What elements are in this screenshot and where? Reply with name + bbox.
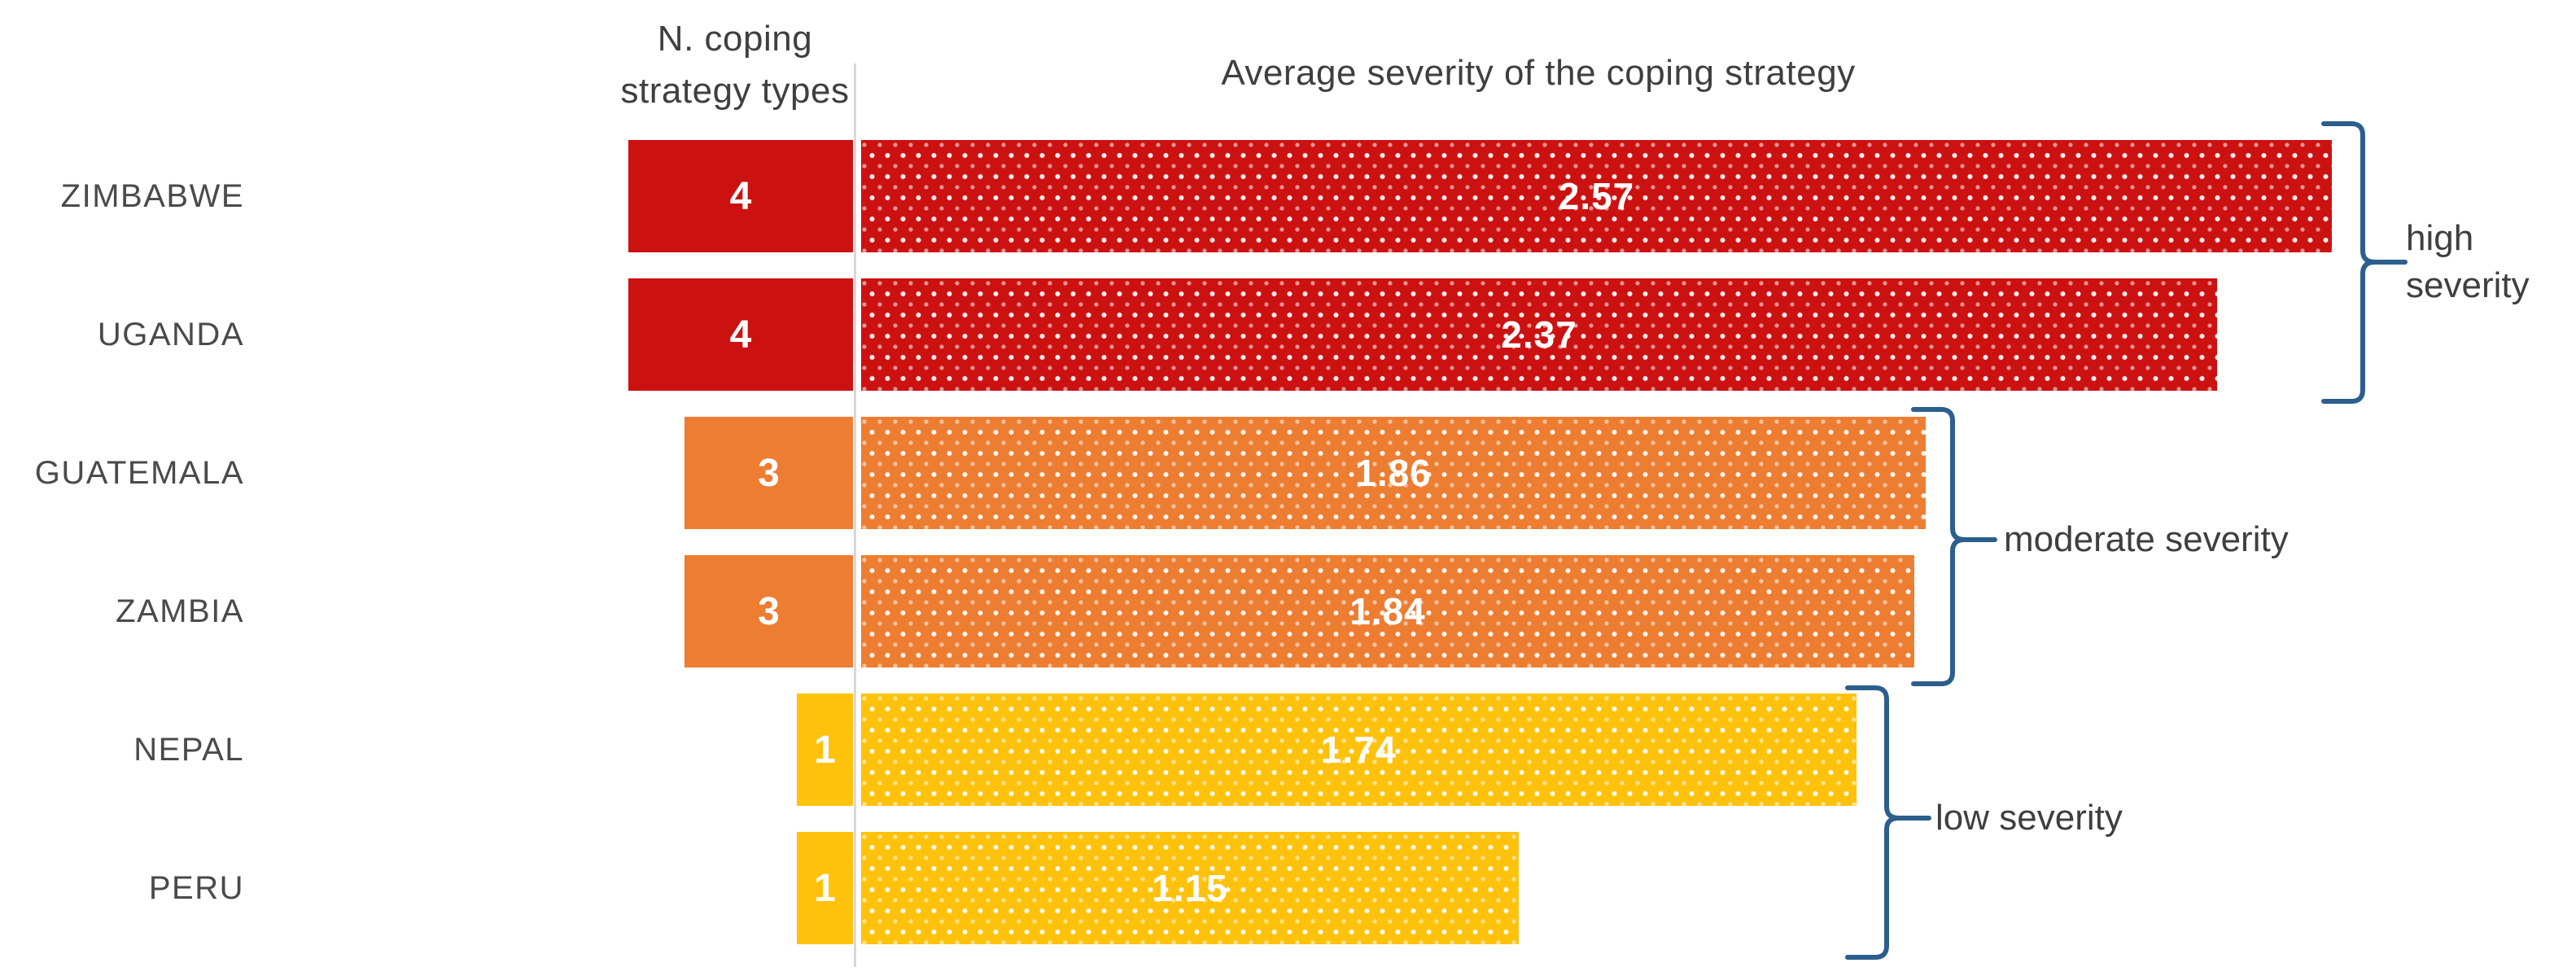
- coping-types-count-value: 1: [814, 866, 836, 910]
- coping-types-count-bar: 1: [797, 832, 853, 944]
- country-label: UGANDA: [97, 316, 244, 352]
- average-severity-bar: 2.37: [861, 278, 2217, 391]
- severity-group-label: moderate severity: [2004, 519, 2289, 559]
- coping-types-count-value: 1: [814, 728, 836, 772]
- average-severity-bar: 1.74: [861, 694, 1857, 806]
- average-severity-value: 1.84: [1349, 590, 1426, 632]
- baseline-gridline: [854, 63, 856, 967]
- coping-types-count-bar: 3: [684, 555, 853, 667]
- average-severity-value: 2.57: [1558, 175, 1635, 217]
- average-severity-bar: 1.86: [861, 417, 1926, 529]
- average-severity-bar: 1.84: [861, 555, 1914, 667]
- coping-types-count-value: 3: [758, 451, 780, 495]
- severity-column-header: Average severity of the coping strategy: [1221, 53, 1856, 93]
- count-column-header: N. coping strategy types: [620, 19, 850, 111]
- coping-types-count-value: 4: [729, 313, 752, 357]
- country-label: ZIMBABWE: [60, 177, 244, 214]
- country-label: GUATEMALA: [34, 454, 244, 491]
- average-severity-bar: 2.57: [861, 140, 2332, 252]
- coping-types-count-bar: 4: [628, 278, 853, 391]
- coping-types-count-value: 3: [758, 589, 780, 633]
- average-severity-value: 1.15: [1152, 867, 1228, 909]
- country-label: ZAMBIA: [116, 593, 244, 629]
- country-label: PERU: [148, 869, 244, 906]
- average-severity-value: 1.74: [1320, 729, 1397, 771]
- severity-group-bracket: [2321, 121, 2408, 404]
- severity-group-bracket: [1845, 685, 1931, 960]
- severity-group-bracket: [1911, 407, 1997, 686]
- average-severity-value: 1.86: [1355, 452, 1432, 494]
- coping-types-count-bar: 1: [797, 694, 853, 806]
- country-label: NEPAL: [133, 731, 244, 768]
- average-severity-value: 2.37: [1501, 313, 1577, 356]
- severity-group-label: high severity: [2406, 218, 2530, 305]
- severity-group-label: low severity: [1935, 798, 2123, 838]
- coping-types-count-bar: 4: [628, 140, 853, 252]
- average-severity-bar: 1.15: [861, 832, 1519, 944]
- coping-types-count-value: 4: [729, 174, 752, 218]
- coping-types-count-bar: 3: [684, 417, 853, 529]
